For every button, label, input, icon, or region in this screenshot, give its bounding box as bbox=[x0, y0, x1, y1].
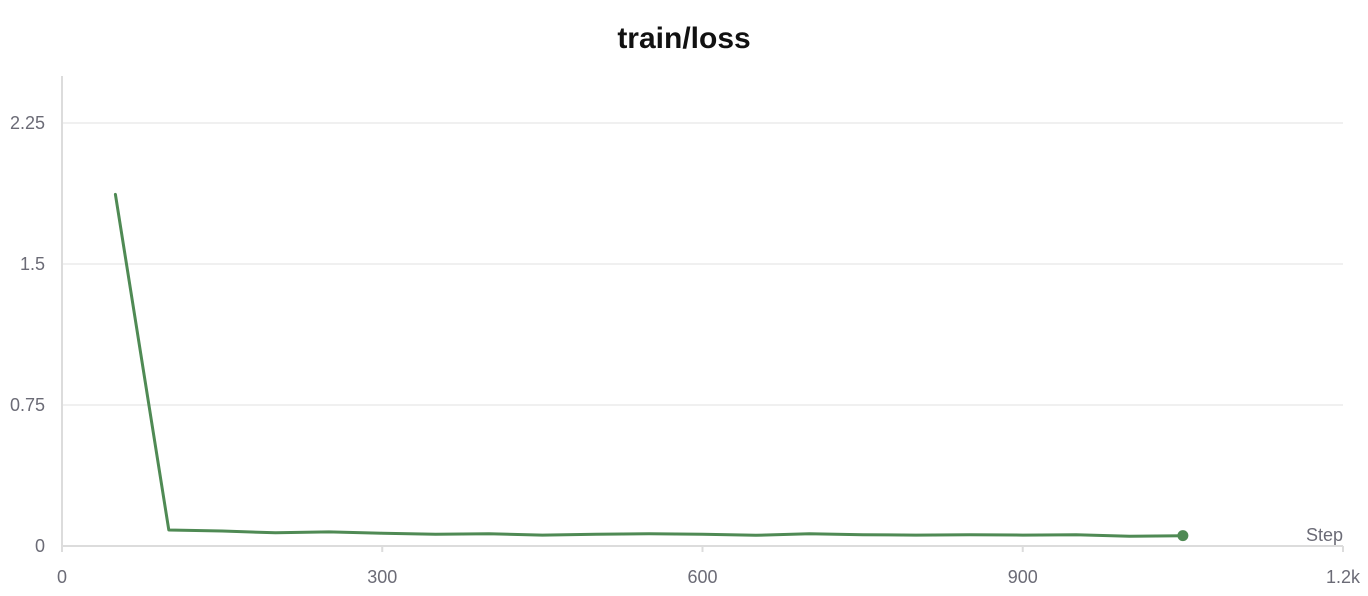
y-tick-label: 2.25 bbox=[10, 113, 45, 133]
chart-title: train/loss bbox=[617, 22, 751, 55]
y-tick-labels: 0 0.75 1.5 2.25 bbox=[10, 113, 45, 556]
gridlines bbox=[62, 122, 1343, 406]
y-tick-label: 1.5 bbox=[20, 254, 45, 274]
x-tick-label: 300 bbox=[367, 567, 397, 587]
x-tick-label: 600 bbox=[687, 567, 717, 587]
x-tick-labels: 0 300 600 900 1.2k bbox=[57, 567, 1361, 587]
series-line bbox=[113, 192, 1185, 538]
x-tick-label: 0 bbox=[57, 567, 67, 587]
y-tick-label: 0 bbox=[35, 536, 45, 556]
x-tick-label: 1.2k bbox=[1326, 567, 1361, 587]
x-tick-label: 900 bbox=[1008, 567, 1038, 587]
series-last-point bbox=[1177, 530, 1189, 542]
axes bbox=[61, 76, 1344, 552]
series-layer bbox=[113, 192, 1189, 542]
y-tick-label: 0.75 bbox=[10, 395, 45, 415]
x-axis-label: Step bbox=[1306, 525, 1343, 545]
